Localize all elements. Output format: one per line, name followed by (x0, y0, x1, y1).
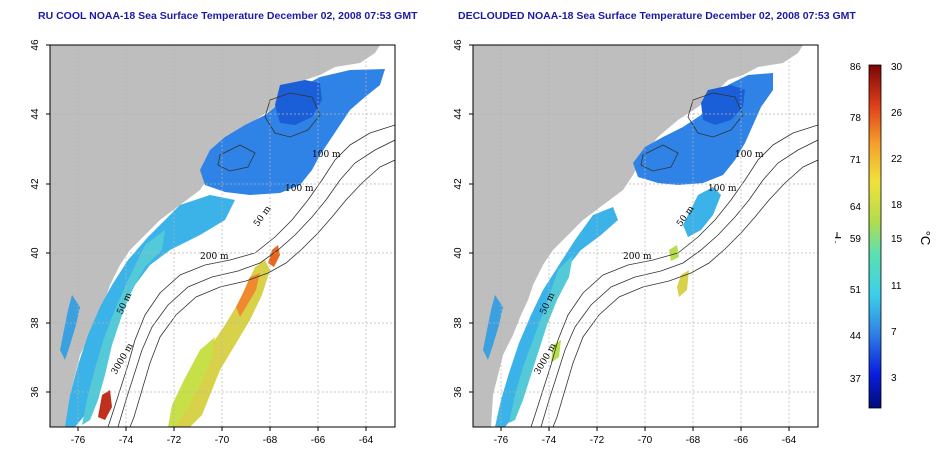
lon-tick-label: -66 (311, 435, 326, 446)
lon-axis: -76 -74 -72 -70 -68 -66 -64 (71, 427, 374, 446)
bathymetry-contours (107, 92, 395, 427)
colorbar-c-label: 30 (891, 62, 903, 73)
fahrenheit-ticks: 86 78 71 64 59 51 44 37 (850, 62, 862, 385)
lon-tick-label: -64 (359, 435, 374, 446)
colorbar-f-label: 64 (850, 202, 862, 213)
colorbar-c-label: 7 (891, 327, 897, 338)
lon-axis: -76 -74 -72 -70 -68 -66 -64 (494, 427, 797, 446)
sst-gulf-of-maine (701, 85, 745, 125)
celsius-ticks: 30 26 22 18 15 11 7 3 (891, 62, 903, 384)
sst-cold-region (200, 69, 385, 195)
lat-tick-label: 42 (453, 178, 464, 190)
lon-tick-label: -74 (542, 435, 557, 446)
lon-tick-label: -70 (215, 435, 230, 446)
colorbar-c-label: 18 (891, 200, 903, 211)
lat-tick-label: 40 (30, 247, 41, 259)
map-panel-raw: 100 m 100 m 50 m 200 m 50 m 3000 m 46 44… (30, 39, 396, 446)
contour-label: 100 m (285, 184, 314, 194)
colorbar: 86 78 71 64 59 51 44 37 30 26 22 18 15 1… (829, 60, 933, 420)
bathymetry-contours (530, 92, 818, 427)
lon-tick-label: -68 (263, 435, 278, 446)
colorbar-c-label: 15 (891, 234, 903, 245)
lat-tick-label: 36 (30, 386, 41, 398)
colorbar-c-label: 26 (891, 108, 903, 119)
lon-tick-label: -76 (71, 435, 86, 446)
colorbar-f-label: 71 (850, 155, 862, 166)
colorbar-f-label: 59 (850, 234, 862, 245)
colorbar-c-label: 11 (891, 281, 902, 292)
lon-tick-label: -74 (119, 435, 134, 446)
lat-tick-label: 36 (453, 386, 464, 398)
lat-tick-label: 40 (453, 247, 464, 259)
map-title-raw: RU COOL NOAA-18 Sea Surface Temperature … (38, 10, 418, 22)
contour-label: 100 m (312, 150, 341, 160)
land-mass (473, 45, 803, 427)
colorbar-fahrenheit-unit: °F (835, 231, 844, 244)
lon-tick-label: -64 (782, 435, 797, 446)
colorbar-f-label: 86 (850, 62, 862, 73)
land-mass (50, 45, 380, 427)
lon-tick-label: -70 (638, 435, 653, 446)
sst-warm-spot (677, 270, 689, 297)
colorbar-f-label: 51 (850, 285, 862, 296)
colorbar-f-label: 44 (850, 331, 862, 342)
lat-tick-label: 44 (30, 108, 41, 120)
sst-patch-east (683, 187, 721, 237)
gridlines (473, 45, 818, 427)
map-svg-declouded: 100 m 100 m 50 m 200 m 50 m 3000 m 46 44… (453, 39, 819, 446)
map-title-declouded: DECLOUDED NOAA-18 Sea Surface Temperatur… (458, 10, 856, 22)
map-panel-declouded: 100 m 100 m 50 m 200 m 50 m 3000 m 46 44… (453, 39, 819, 446)
sst-nearshore (82, 230, 165, 425)
lon-tick-label: -72 (167, 435, 182, 446)
lat-tick-label: 46 (453, 39, 464, 51)
lon-tick-label: -66 (734, 435, 749, 446)
lat-tick-label: 38 (453, 317, 464, 329)
sst-hot-coast (98, 390, 112, 420)
colorbar-f-label: 37 (850, 374, 862, 385)
contour-label: 200 m (623, 252, 652, 262)
contour-label: 200 m (200, 252, 229, 262)
bay-water (483, 295, 503, 360)
contour-label: 100 m (708, 184, 737, 194)
sst-warm-streak-2 (236, 273, 260, 317)
lat-tick-label: 42 (30, 178, 41, 190)
map-svg-raw: 100 m 100 m 50 m 200 m 50 m 3000 m 46 44… (30, 39, 396, 446)
lat-tick-label: 46 (30, 39, 41, 51)
colorbar-f-label: 78 (850, 113, 862, 124)
colorbar-svg: 86 78 71 64 59 51 44 37 30 26 22 18 15 1… (829, 62, 933, 409)
colorbar-celsius-unit: °C (918, 231, 930, 246)
lat-axis: 46 44 42 40 38 36 (453, 39, 473, 398)
colorbar-gradient (868, 64, 882, 409)
lon-tick-label: -72 (590, 435, 605, 446)
lat-tick-label: 44 (453, 108, 464, 120)
lon-tick-label: -68 (686, 435, 701, 446)
colorbar-c-label: 22 (891, 154, 903, 165)
bay-water (60, 295, 80, 360)
lon-tick-label: -76 (494, 435, 509, 446)
gridlines (50, 45, 395, 427)
sst-nearshore (509, 255, 573, 423)
lat-axis: 46 44 42 40 38 36 (30, 39, 50, 398)
colorbar-c-label: 3 (891, 373, 897, 384)
lat-tick-label: 38 (30, 317, 41, 329)
contour-label: 100 m (735, 150, 764, 160)
sst-warm-streak-3 (168, 337, 215, 427)
